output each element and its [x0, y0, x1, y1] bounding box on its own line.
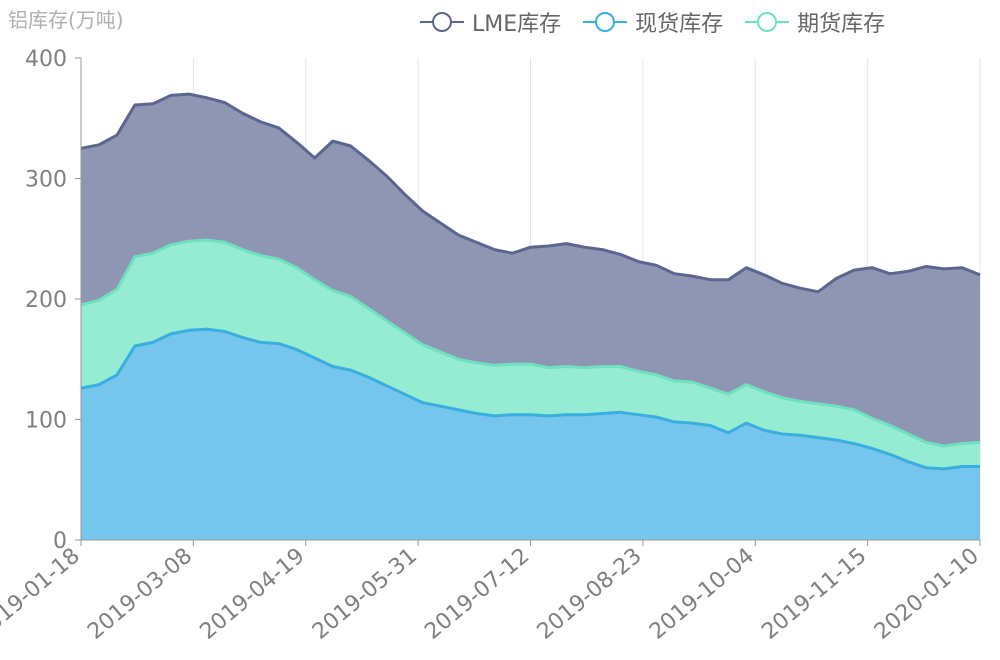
- x-tick-label: 2019-01-18: [0, 543, 85, 644]
- x-tick-label: 2019-03-08: [83, 543, 197, 644]
- legend-item-futures[interactable]: 期货库存: [745, 6, 885, 38]
- legend: LME库存 现货库存 期货库存: [420, 6, 885, 38]
- y-axis-unit-label: 铝库存(万吨): [8, 8, 124, 32]
- legend-item-spot[interactable]: 现货库存: [583, 6, 723, 38]
- y-tick-label: 400: [25, 47, 67, 72]
- legend-marker-lme-icon: [420, 12, 464, 32]
- y-tick-label: 0: [53, 529, 67, 554]
- legend-marker-spot-icon: [583, 12, 628, 32]
- x-tick-label: 2019-05-31: [308, 543, 422, 644]
- legend-marker-futures-icon: [745, 12, 790, 32]
- area-series: [80, 92, 981, 540]
- y-tick-label: 200: [25, 288, 67, 313]
- x-tick-label: 2020-01-10: [870, 543, 984, 644]
- series-line-lme: [80, 92, 981, 294]
- legend-label-lme: LME库存: [472, 12, 562, 37]
- legend-label-futures: 期货库存: [797, 12, 886, 37]
- area-fill-spot: [81, 329, 980, 540]
- legend-label-spot: 现货库存: [635, 12, 724, 37]
- y-tick-label: 100: [25, 409, 67, 434]
- x-tick-label: 2019-04-19: [196, 543, 310, 644]
- x-tick-label: 2019-08-23: [533, 543, 647, 644]
- x-tick-label: 2019-11-15: [757, 543, 871, 644]
- x-tick-label: 2019-07-12: [420, 543, 534, 644]
- x-tick-label: 2019-10-04: [645, 543, 759, 644]
- y-tick-label: 300: [25, 168, 67, 193]
- series-line-futures: [80, 238, 981, 448]
- legend-item-lme[interactable]: LME库存: [420, 6, 561, 38]
- series-line-spot: [80, 327, 980, 471]
